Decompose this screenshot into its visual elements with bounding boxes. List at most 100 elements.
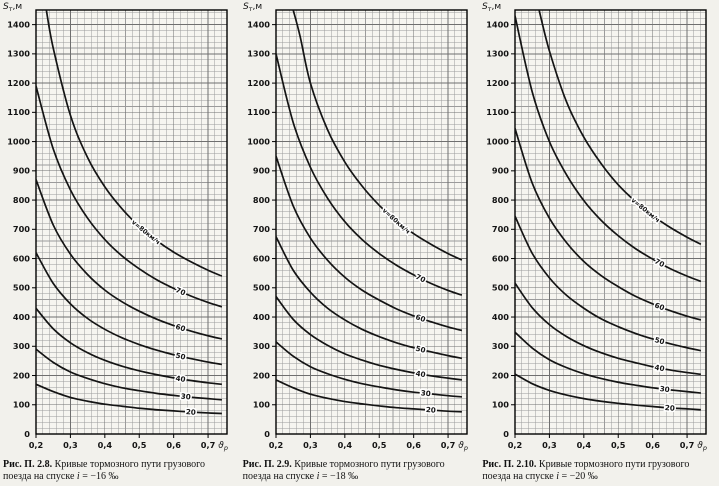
y-tick-label: 1100 [7, 107, 30, 117]
curve-v-70 [275, 53, 462, 296]
x-axis-label: ϑр [698, 441, 708, 452]
axis-labels: 0 100 200 300 400 500 600 700 800 900 1000 1100 1200… [487, 19, 695, 450]
plot-border [514, 9, 708, 435]
chart-panel-3: 0 100 200 300 400 500 600 700 800 900 1000 1100 1200… [479, 0, 719, 486]
y-tick-label: 700 [253, 224, 270, 234]
y-tick-label: 100 [492, 400, 509, 410]
x-tick-label: 0,3 [303, 440, 318, 450]
y-tick-label: 1400 [7, 19, 30, 29]
curve-label-v-50: 50 [654, 335, 666, 346]
x-tick-label: 0,2 [268, 440, 283, 450]
plot-background [275, 10, 467, 434]
caption-number: Рис. П. 2.10. [482, 459, 537, 470]
x-tick-label: 0,7 [440, 440, 455, 450]
chart-1-caption: Рис. П. 2.8. Кривые тормозного пути груз… [0, 458, 240, 483]
chart-svg: 0 100 200 300 400 500 600 700 800 900 1000 1100 1200… [3, 2, 228, 452]
y-tick-label: 500 [492, 283, 509, 293]
y-tick-label: 0 [24, 429, 30, 439]
x-tick-label: 0,4 [98, 440, 113, 450]
chart-panel-1: 0 100 200 300 400 500 600 700 800 900 1000 1100 1200… [0, 0, 240, 486]
chart-3-caption: Рис. П. 2.10. Кривые тормозного пути гру… [479, 458, 719, 483]
y-tick-label: 600 [13, 253, 30, 263]
curve-v-30 [36, 348, 222, 401]
caption-number: Рис. П. 2.8. [3, 459, 53, 470]
curve-label-v-40: 40 [415, 369, 426, 380]
curve-label-v-30: 30 [180, 392, 191, 402]
y-tick-label: 200 [253, 370, 270, 380]
y-tick-label: 800 [253, 195, 270, 205]
y-tick-label: 1000 [7, 136, 30, 146]
y-axis-label: Sт,м [243, 2, 262, 13]
x-tick-label: 0,5 [611, 440, 626, 450]
y-tick-label: 300 [253, 341, 270, 351]
y-tick-label: 500 [13, 283, 30, 293]
curve-v-20 [515, 373, 702, 411]
y-tick-label: 1100 [247, 107, 270, 117]
x-axis-label: ϑр [218, 441, 228, 452]
y-tick-label: 1000 [247, 136, 270, 146]
curve-v-60 [515, 128, 702, 321]
y-tick-label: 800 [13, 195, 30, 205]
y-axis-label: Sт,м [3, 2, 22, 13]
curve-v-50 [275, 236, 462, 360]
chart-svg: 0 100 200 300 400 500 600 700 800 900 1000 1100 1200… [243, 2, 468, 452]
x-tick-label: 0,2 [508, 440, 523, 450]
y-tick-label: 1200 [7, 78, 30, 88]
x-tick-label: 0,6 [646, 440, 661, 450]
grid-major [275, 10, 467, 435]
y-tick-label: 1100 [487, 107, 510, 117]
axis-labels: 0 100 200 300 400 500 600 700 800 900 1000 1100 1200… [247, 19, 455, 450]
chart-1-canvas: 0 100 200 300 400 500 600 700 800 900 1000 1100 1200… [0, 0, 240, 458]
x-tick-label: 0,5 [132, 440, 147, 450]
y-tick-label: 100 [253, 400, 270, 410]
curve-label-v-20: 20 [186, 407, 197, 417]
x-axis-label: ϑр [458, 441, 468, 452]
y-tick-label: 0 [504, 429, 510, 439]
y-tick-label: 500 [253, 283, 270, 293]
y-tick-label: 0 [264, 429, 270, 439]
chart-2-canvas: 0 100 200 300 400 500 600 700 800 900 1000 1100 1200… [240, 0, 480, 458]
curve-v-40 [275, 296, 462, 381]
y-tick-label: 400 [13, 312, 30, 322]
x-tick-label: 0,2 [29, 440, 44, 450]
curve-label-v-30: 30 [660, 384, 671, 394]
chart-panel-2: 0 100 200 300 400 500 600 700 800 900 1000 1100 1200… [240, 0, 480, 486]
y-axis-label: Sт,м [482, 2, 501, 13]
curve-label-v-50: 50 [414, 344, 426, 355]
curve-v-40 [515, 282, 702, 376]
curve-v-80 [538, 10, 702, 245]
curve-v-50 [36, 252, 222, 366]
y-tick-label: 100 [13, 400, 30, 410]
x-tick-label: 0,3 [63, 440, 78, 450]
y-tick-label: 1200 [247, 78, 270, 88]
caption-gradient-value: = −16 ‰ [82, 471, 119, 482]
y-tick-label: 900 [253, 166, 270, 176]
plot-background [515, 10, 707, 434]
curve-v-30 [515, 331, 702, 394]
curve-v-70 [36, 85, 223, 308]
x-tick-label: 0,6 [166, 440, 181, 450]
plot-background [36, 10, 227, 434]
caption-number: Рис. П. 2.9. [242, 459, 292, 470]
caption-gradient-value: = −18 ‰ [321, 471, 359, 482]
y-tick-label: 1200 [487, 78, 510, 88]
x-tick-label: 0,5 [372, 440, 387, 450]
curve-v-20 [275, 379, 462, 413]
y-tick-label: 600 [492, 253, 509, 263]
caption-text: Кривые тормозного пути грузового поезда … [242, 459, 445, 482]
y-tick-label: 300 [492, 341, 509, 351]
chart-svg: 0 100 200 300 400 500 600 700 800 900 1000 1100 1200… [482, 2, 708, 452]
curve-v-20 [36, 383, 222, 415]
curves [275, 10, 462, 413]
caption-text: Кривые тормозного пути грузового поезда … [482, 459, 690, 482]
y-tick-label: 700 [13, 224, 30, 234]
caption-variable: i [316, 471, 320, 482]
caption-variable: i [556, 471, 559, 482]
y-tick-label: 1400 [247, 19, 270, 29]
curve-v-30 [275, 341, 462, 398]
y-tick-label: 1300 [247, 49, 270, 59]
axis-labels: 0 100 200 300 400 500 600 700 800 900 1000 1100 1200… [7, 19, 215, 450]
y-tick-label: 400 [492, 312, 509, 322]
y-tick-label: 700 [492, 224, 509, 234]
